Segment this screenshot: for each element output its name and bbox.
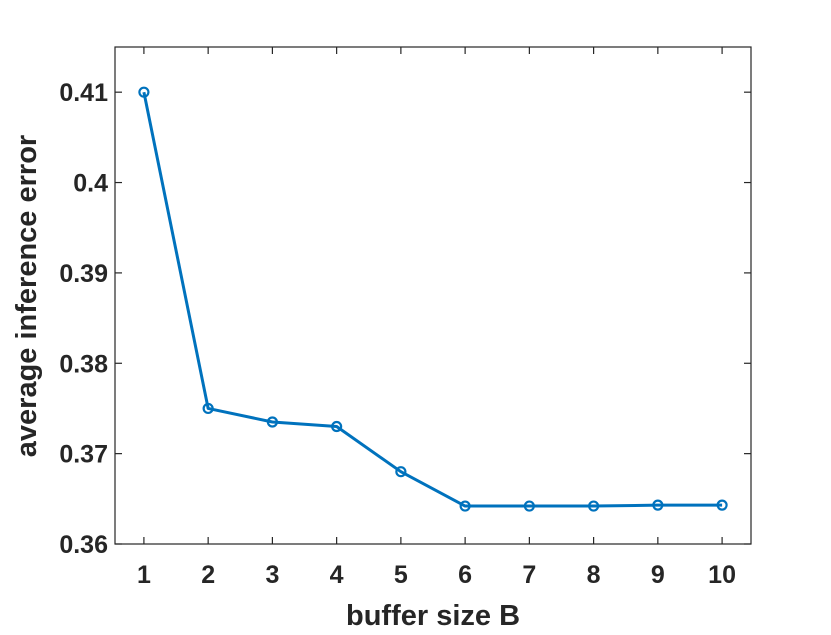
plot-area [114,46,752,545]
data-point-marker [652,499,664,511]
data-point-marker [588,500,600,512]
y-tick-label: 0.4 [73,170,108,198]
y-tick-label: 0.39 [59,260,108,288]
x-tick-label: 4 [330,561,344,589]
data-point-marker [716,499,728,511]
y-tick-label: 0.36 [59,531,108,559]
x-tick-label: 6 [458,561,472,589]
y-tick-label: 0.41 [59,79,108,107]
data-point-marker [523,500,535,512]
series-layer [138,86,728,512]
data-point-marker [395,466,407,478]
x-tick-label: 10 [708,561,736,589]
y-tick-label: 0.38 [59,350,108,378]
x-ticks: 1 2 3 4 5 6 7 8 9 10 [137,47,736,589]
series-line [142,91,723,508]
x-axis-label: buffer size B [346,600,520,632]
x-tick-label: 2 [201,561,215,589]
data-point-marker [266,416,278,428]
x-tick-label: 1 [137,561,151,589]
x-tick-label: 8 [587,561,601,589]
x-tick-label: 9 [651,561,665,589]
data-point-marker [459,500,471,512]
x-tick-label: 7 [522,561,536,589]
y-ticks: 0.36 0.37 0.38 0.39 0.4 0.41 [59,79,751,559]
data-point-marker [138,86,150,98]
data-point-marker [202,402,214,415]
data-point-marker [331,420,343,433]
y-axis-label: average inference error [11,135,43,457]
y-tick-label: 0.37 [59,441,108,469]
x-tick-label: 5 [394,561,408,589]
x-tick-label: 3 [265,561,279,589]
